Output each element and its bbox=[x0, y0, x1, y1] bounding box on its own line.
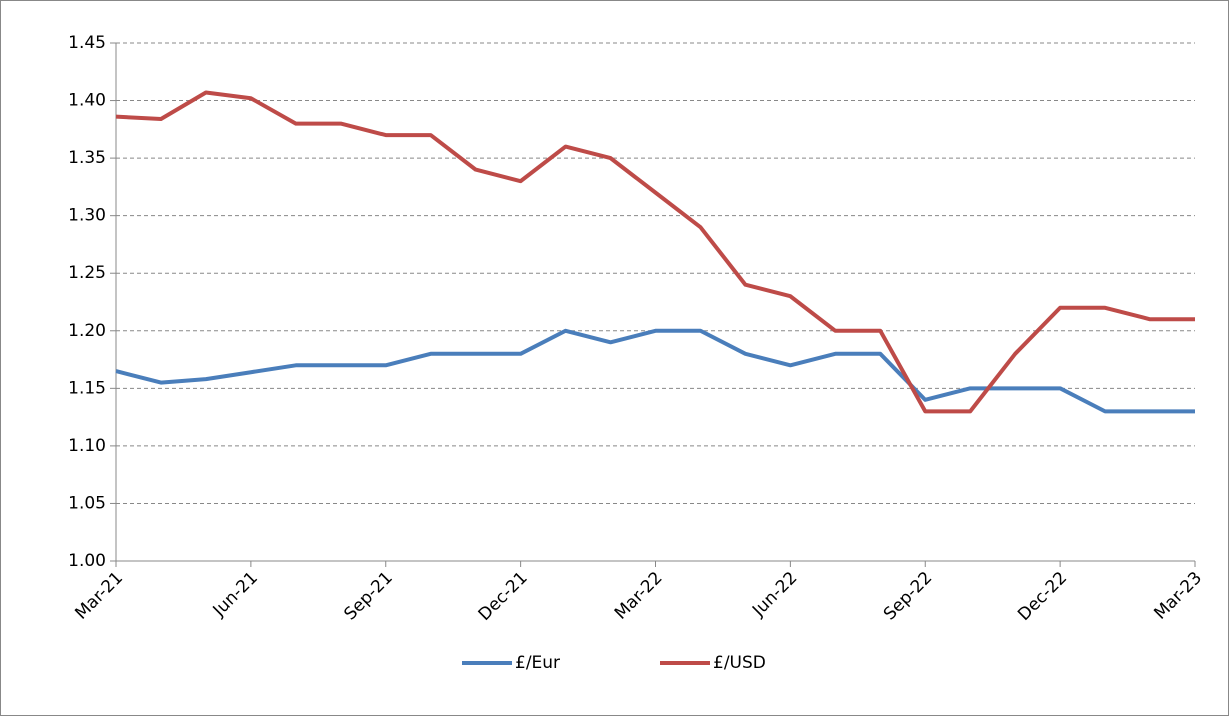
y-tick-label: 1.10 bbox=[68, 436, 106, 456]
y-tick-label: 1.15 bbox=[68, 378, 106, 398]
line-series bbox=[115, 328, 1195, 414]
y-tick-label: 1.45 bbox=[68, 33, 106, 53]
y-tick-label: 1.35 bbox=[68, 148, 106, 168]
legend-label: £/USD bbox=[713, 653, 766, 673]
legend-label: £/Eur bbox=[515, 653, 560, 673]
y-tick-label: 1.20 bbox=[68, 321, 106, 341]
y-tick-label: 1.00 bbox=[68, 551, 106, 571]
y-tick-label: 1.40 bbox=[68, 91, 106, 111]
y-tick-label: 1.25 bbox=[68, 263, 106, 283]
y-tick-label: 1.05 bbox=[68, 493, 106, 513]
line-series bbox=[115, 90, 1195, 414]
y-tick-label: 1.30 bbox=[68, 206, 106, 226]
